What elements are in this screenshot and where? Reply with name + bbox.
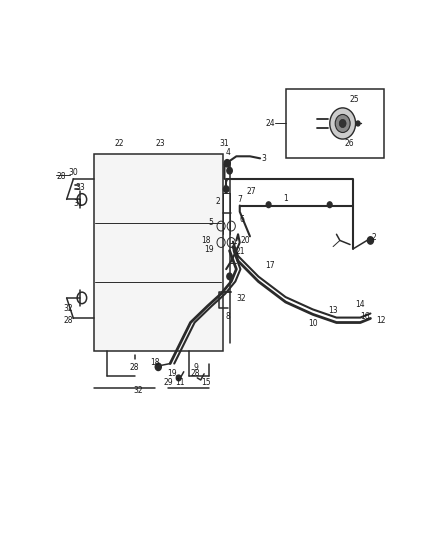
Bar bbox=[94, 154, 223, 351]
Text: 31: 31 bbox=[74, 199, 83, 208]
Circle shape bbox=[339, 119, 346, 127]
Text: 31: 31 bbox=[220, 140, 229, 149]
Text: 2: 2 bbox=[215, 197, 220, 206]
Text: 19: 19 bbox=[167, 369, 177, 378]
Text: 6: 6 bbox=[239, 215, 244, 224]
Text: 21: 21 bbox=[235, 247, 244, 256]
Text: 24: 24 bbox=[265, 119, 275, 128]
Text: 23: 23 bbox=[155, 140, 165, 149]
Text: 7: 7 bbox=[237, 195, 242, 204]
Circle shape bbox=[224, 159, 230, 167]
Circle shape bbox=[155, 363, 161, 370]
Text: 17: 17 bbox=[265, 261, 275, 270]
Text: 32: 32 bbox=[133, 386, 143, 395]
Text: 11: 11 bbox=[175, 377, 184, 386]
Text: 33: 33 bbox=[75, 183, 85, 191]
Text: 9: 9 bbox=[193, 363, 198, 372]
Circle shape bbox=[327, 202, 332, 207]
Circle shape bbox=[227, 167, 232, 174]
Text: 10: 10 bbox=[308, 319, 318, 328]
Circle shape bbox=[356, 121, 360, 126]
Text: 30: 30 bbox=[68, 168, 78, 177]
Text: 32: 32 bbox=[64, 304, 73, 313]
Text: 18: 18 bbox=[201, 236, 211, 245]
Text: 25: 25 bbox=[350, 94, 359, 103]
Text: 12: 12 bbox=[376, 316, 385, 325]
Circle shape bbox=[266, 202, 271, 207]
Text: 16: 16 bbox=[360, 312, 370, 321]
Text: 28: 28 bbox=[57, 172, 66, 181]
Text: 1: 1 bbox=[283, 194, 288, 203]
Text: 5: 5 bbox=[208, 219, 213, 227]
Text: 8: 8 bbox=[226, 312, 230, 321]
Text: 32: 32 bbox=[237, 294, 246, 303]
Text: 18: 18 bbox=[150, 358, 159, 367]
Text: 2: 2 bbox=[371, 232, 376, 241]
Text: 4: 4 bbox=[226, 148, 230, 157]
Text: 19: 19 bbox=[205, 245, 214, 254]
Text: 14: 14 bbox=[356, 300, 365, 309]
Text: 27: 27 bbox=[247, 187, 256, 196]
Bar bbox=[286, 88, 384, 158]
Text: 29: 29 bbox=[164, 377, 173, 386]
Circle shape bbox=[335, 115, 350, 133]
Circle shape bbox=[223, 186, 229, 192]
Text: 22: 22 bbox=[114, 140, 124, 149]
Circle shape bbox=[176, 375, 181, 381]
Text: 28: 28 bbox=[64, 316, 73, 325]
Text: 28: 28 bbox=[130, 363, 139, 372]
Text: 3: 3 bbox=[261, 154, 266, 163]
Text: 26: 26 bbox=[345, 139, 354, 148]
Text: 15: 15 bbox=[201, 377, 211, 386]
Circle shape bbox=[367, 237, 374, 244]
Text: 13: 13 bbox=[328, 306, 338, 314]
Text: 28: 28 bbox=[191, 369, 200, 378]
Circle shape bbox=[227, 273, 232, 280]
Circle shape bbox=[330, 108, 356, 139]
Text: 20: 20 bbox=[240, 236, 250, 245]
